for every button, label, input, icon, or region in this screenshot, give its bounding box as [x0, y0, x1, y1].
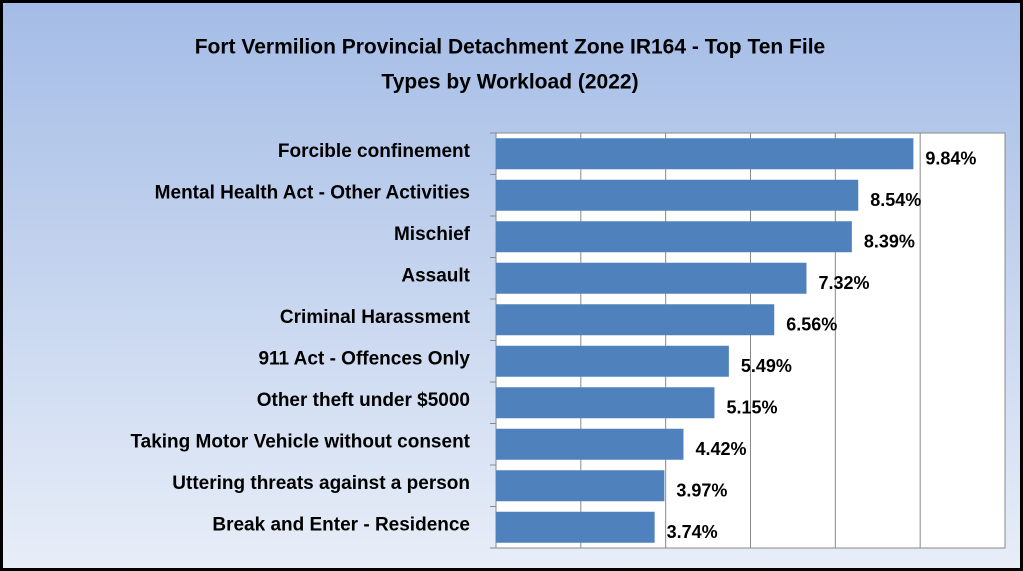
chart-title: Fort Vermilion Provincial Detachment Zon… — [195, 36, 826, 59]
bar — [496, 345, 729, 377]
y-tick-label: Criminal Harassment — [280, 307, 471, 328]
data-label: 3.74% — [667, 522, 718, 542]
data-label: 9.84% — [925, 149, 976, 169]
y-tick-label: Break and Enter - Residence — [212, 514, 470, 535]
y-tick-label: Taking Motor Vehicle without consent — [130, 431, 470, 452]
bar — [496, 387, 715, 419]
data-label: 5.15% — [726, 398, 777, 418]
y-tick-label: Forcible confinement — [278, 141, 471, 162]
bar — [496, 511, 655, 543]
bar — [496, 221, 852, 253]
data-label: 8.54% — [870, 190, 921, 210]
bar — [496, 304, 775, 336]
bar — [496, 262, 807, 294]
bar — [496, 138, 914, 170]
y-tick-label: Mental Health Act - Other Activities — [155, 182, 470, 203]
y-tick-label: 911 Act - Offences Only — [258, 348, 470, 369]
bar — [496, 179, 859, 211]
data-label: 5.49% — [741, 356, 792, 376]
y-tick-label: Mischief — [394, 224, 471, 245]
y-tick-label: Assault — [401, 265, 470, 286]
bar — [496, 428, 684, 460]
data-label: 3.97% — [676, 481, 727, 501]
data-label: 6.56% — [786, 315, 837, 335]
chart-title: Types by Workload (2022) — [381, 71, 638, 94]
y-tick-label: Other theft under $5000 — [257, 390, 470, 411]
data-label: 7.32% — [818, 273, 869, 293]
y-tick-label: Uttering threats against a person — [172, 473, 470, 494]
data-label: 4.42% — [695, 439, 746, 459]
data-label: 8.39% — [864, 232, 915, 252]
bar — [496, 470, 665, 502]
